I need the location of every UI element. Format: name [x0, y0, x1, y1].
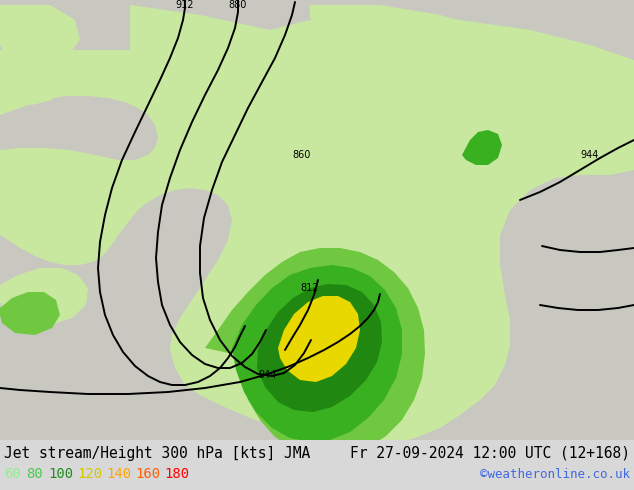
Text: 912: 912	[176, 0, 194, 10]
Bar	[0, 440, 634, 490]
Polygon shape	[205, 248, 425, 458]
Text: 880: 880	[229, 0, 247, 10]
Text: Jet stream/Height 300 hPa [kts] JMA: Jet stream/Height 300 hPa [kts] JMA	[4, 445, 310, 461]
Text: 140: 140	[106, 467, 131, 481]
Polygon shape	[0, 292, 60, 335]
Polygon shape	[0, 268, 88, 325]
Polygon shape	[257, 284, 382, 412]
Polygon shape	[278, 296, 360, 382]
Polygon shape	[310, 5, 558, 130]
Text: 120: 120	[77, 467, 102, 481]
Polygon shape	[462, 130, 502, 165]
Polygon shape	[0, 5, 634, 445]
Bar	[0, 0, 634, 440]
Text: 860: 860	[293, 150, 311, 160]
Text: 180: 180	[164, 467, 189, 481]
Text: 160: 160	[135, 467, 160, 481]
Polygon shape	[0, 72, 58, 105]
Text: 812: 812	[301, 283, 320, 293]
Polygon shape	[0, 5, 80, 62]
Text: 60: 60	[4, 467, 21, 481]
Bar	[0, 0, 634, 440]
Text: Fr 27-09-2024 12:00 UTC (12+168): Fr 27-09-2024 12:00 UTC (12+168)	[350, 445, 630, 461]
Polygon shape	[232, 265, 402, 442]
Text: 100: 100	[48, 467, 73, 481]
Text: 944: 944	[259, 370, 277, 380]
Text: 80: 80	[26, 467, 42, 481]
Text: 944: 944	[581, 150, 599, 160]
Text: ©weatheronline.co.uk: ©weatheronline.co.uk	[480, 467, 630, 481]
